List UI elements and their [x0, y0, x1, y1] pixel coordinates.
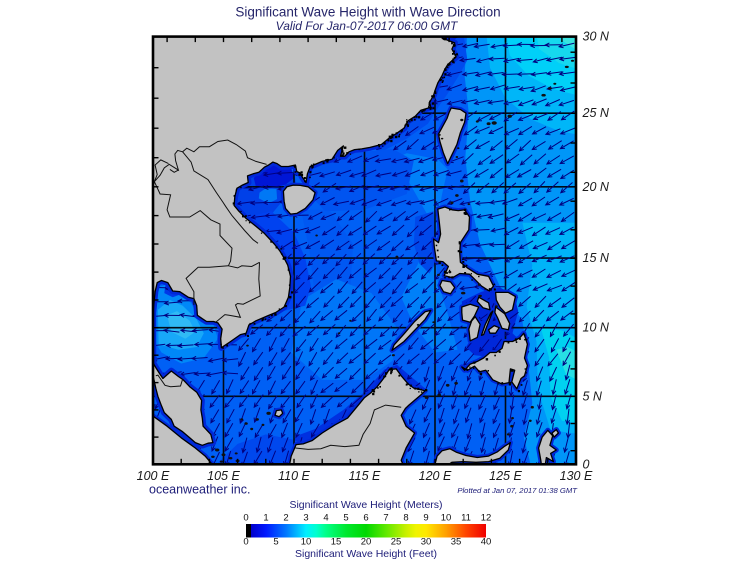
svg-text:8: 8 [403, 513, 408, 524]
svg-text:5: 5 [343, 513, 348, 524]
svg-text:25 N: 25 N [582, 106, 610, 120]
svg-text:115 E: 115 E [349, 469, 381, 483]
svg-text:30 N: 30 N [583, 30, 610, 44]
svg-text:10 N: 10 N [583, 321, 610, 335]
svg-text:Significant Wave Height with W: Significant Wave Height with Wave Direct… [235, 5, 500, 20]
svg-text:20: 20 [361, 537, 372, 548]
svg-text:4: 4 [323, 513, 328, 524]
svg-text:30: 30 [421, 537, 432, 548]
svg-text:110 E: 110 E [278, 469, 310, 483]
svg-text:3: 3 [303, 513, 308, 524]
svg-text:25: 25 [391, 537, 402, 548]
svg-text:130 E: 130 E [560, 469, 593, 483]
svg-text:Plotted at Jan 07, 2017 01:38: Plotted at Jan 07, 2017 01:38 GMT [457, 486, 578, 495]
svg-text:5 N: 5 N [583, 389, 603, 403]
svg-text:0: 0 [583, 457, 590, 471]
svg-text:12: 12 [481, 513, 492, 524]
svg-text:15 N: 15 N [583, 251, 610, 265]
svg-text:oceanweather inc.: oceanweather inc. [149, 483, 250, 497]
svg-text:0: 0 [243, 513, 248, 524]
svg-text:11: 11 [461, 513, 471, 524]
svg-text:1: 1 [263, 513, 268, 524]
svg-text:15: 15 [331, 537, 342, 548]
svg-text:7: 7 [383, 513, 388, 524]
svg-text:0: 0 [243, 537, 248, 548]
svg-text:100 E: 100 E [137, 469, 170, 483]
svg-text:9: 9 [423, 513, 428, 524]
svg-text:Significant Wave Height (Meter: Significant Wave Height (Meters) [289, 499, 442, 511]
svg-text:5: 5 [273, 537, 278, 548]
svg-text:105 E: 105 E [207, 469, 240, 483]
svg-text:6: 6 [363, 513, 368, 524]
svg-text:10: 10 [301, 537, 312, 548]
svg-text:10: 10 [441, 513, 452, 524]
svg-text:20 N: 20 N [582, 180, 610, 194]
svg-text:Significant Wave Height (Feet): Significant Wave Height (Feet) [295, 548, 437, 560]
svg-text:125 E: 125 E [489, 469, 522, 483]
svg-text:35: 35 [451, 537, 462, 548]
svg-text:2: 2 [283, 513, 288, 524]
svg-text:Valid For Jan-07-2017 06:00 GM: Valid For Jan-07-2017 06:00 GMT [276, 19, 459, 33]
svg-text:40: 40 [481, 537, 492, 548]
svg-text:120 E: 120 E [419, 469, 452, 483]
